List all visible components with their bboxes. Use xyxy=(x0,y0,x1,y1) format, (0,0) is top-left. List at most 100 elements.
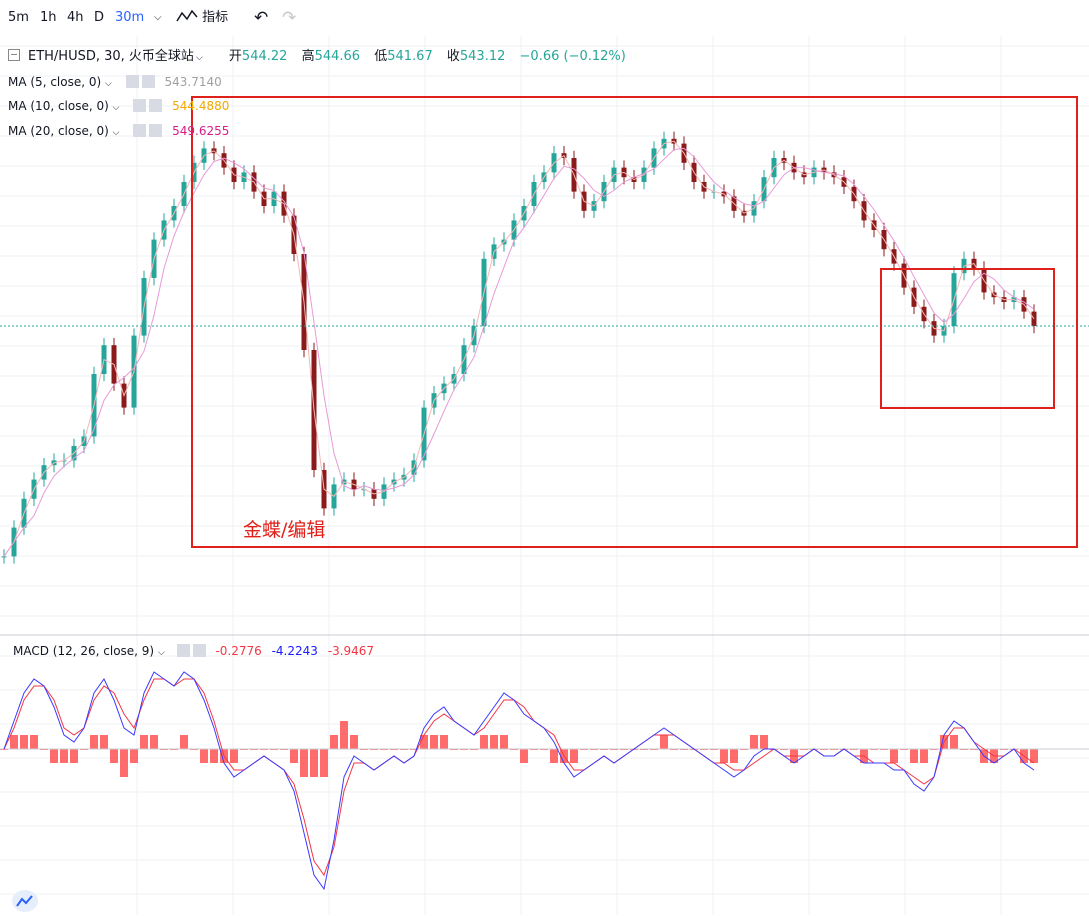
symbol-row: ETH/HUSD, 30, 火币全球站 ⌵ 开544.22 高544.66 低54… xyxy=(8,47,626,67)
macd-histogram-bar xyxy=(50,749,58,763)
macd-histogram-bar xyxy=(300,749,308,777)
macd-signal-line xyxy=(3,678,1035,877)
visibility-icon[interactable] xyxy=(125,75,139,88)
macd-histogram-bar xyxy=(500,735,508,749)
ma5-row[interactable]: MA (5, close, 0) ⌵ 543.7140 xyxy=(8,72,222,92)
macd-histogram-bar xyxy=(110,749,118,763)
macd-histogram-bar xyxy=(340,721,348,749)
macd-histogram-bar xyxy=(660,735,668,749)
macd-histogram-bar xyxy=(10,735,18,749)
close-icon[interactable] xyxy=(192,644,206,657)
macd-histogram-bar xyxy=(70,749,78,763)
macd-histogram-bar xyxy=(730,749,738,763)
low-value: 541.67 xyxy=(387,49,433,64)
macd-histogram-bar xyxy=(750,735,758,749)
macd-histogram-bar xyxy=(1030,749,1038,763)
ma5-line xyxy=(3,140,1035,557)
macd-histogram-bar xyxy=(480,735,488,749)
high-value: 544.66 xyxy=(314,49,361,64)
visibility-icon[interactable] xyxy=(133,99,147,112)
macd-histogram-bar xyxy=(20,735,28,749)
undo-icon[interactable]: ↶ xyxy=(254,8,269,28)
toolbar: 5m 1h 4h D 30m ⌵ 指标 ↶ ↷ xyxy=(0,0,1089,36)
indicators-label: 指标 xyxy=(202,10,229,25)
macd-histogram-bar xyxy=(310,749,318,777)
macd-histogram-bar xyxy=(200,749,208,763)
close-icon[interactable] xyxy=(149,124,163,137)
macd-histogram-bar xyxy=(120,749,128,777)
symbol-label: ETH/HUSD, 30, 火币全球站 xyxy=(28,49,194,64)
macd-label: MACD (12, 26, close, 9) xyxy=(13,644,155,658)
ma10-row[interactable]: MA (10, close, 0) ⌵ 544.4880 xyxy=(8,96,229,116)
macd-histogram-bar xyxy=(430,735,438,749)
open-value: 544.22 xyxy=(241,49,288,64)
macd-histogram-bar xyxy=(290,749,298,763)
macd-histogram-bar xyxy=(180,735,188,749)
interval-1h-button[interactable]: 1h xyxy=(40,10,57,25)
macd-histogram-bar xyxy=(130,749,138,763)
macd-line-value: -4.2243 xyxy=(271,644,318,658)
chart-canvas[interactable] xyxy=(0,36,1089,915)
macd-histogram-bar xyxy=(760,735,768,749)
macd-histogram-bar xyxy=(210,749,218,763)
macd-hist-value: -0.2776 xyxy=(215,644,262,658)
macd-histogram-bar xyxy=(950,735,958,749)
macd-histogram-bar xyxy=(720,749,728,763)
macd-histogram-bar xyxy=(490,735,498,749)
change-value: −0.66 (−0.12%) xyxy=(519,49,626,64)
collapse-icon[interactable] xyxy=(8,49,20,61)
chevron-down-icon[interactable]: ⌵ xyxy=(157,648,165,658)
macd-histogram-bar xyxy=(100,735,108,749)
macd-legend: MACD (12, 26, close, 9) ⌵ -0.2776 -4.224… xyxy=(13,644,374,658)
visibility-icon[interactable] xyxy=(133,124,147,137)
chevron-down-icon[interactable]: ⌵ xyxy=(195,53,203,63)
macd-histogram-bar xyxy=(30,735,38,749)
macd-histogram-bar xyxy=(230,749,238,763)
macd-histogram-bar xyxy=(320,749,328,777)
candle-body xyxy=(1,556,7,558)
open-label: 开 xyxy=(228,49,242,64)
macd-histogram-bar xyxy=(520,749,528,763)
redo-icon[interactable]: ↷ xyxy=(282,8,297,28)
indicators-button[interactable]: 指标 xyxy=(176,8,228,28)
logo-icon xyxy=(12,890,38,912)
interval-4h-button[interactable]: 4h xyxy=(67,10,84,25)
macd-histogram-bar xyxy=(60,749,68,763)
ma10-label: MA (10, close, 0) xyxy=(8,99,109,113)
macd-histogram-bar xyxy=(90,735,98,749)
close-icon[interactable] xyxy=(141,75,155,88)
chevron-down-icon[interactable]: ⌵ xyxy=(154,12,162,23)
annotation-box xyxy=(880,268,1055,409)
macd-line xyxy=(3,671,1035,891)
indicator-icon xyxy=(176,9,198,21)
macd-histogram-bar xyxy=(140,735,148,749)
chevron-down-icon[interactable]: ⌵ xyxy=(112,103,120,113)
macd-histogram-bar xyxy=(920,749,928,763)
close-icon[interactable] xyxy=(149,99,163,112)
chevron-down-icon[interactable]: ⌵ xyxy=(105,79,112,89)
ma20-row[interactable]: MA (20, close, 0) ⌵ 549.6255 xyxy=(8,121,229,141)
macd-histogram-bar xyxy=(350,735,358,749)
macd-histogram-bar xyxy=(570,749,578,763)
macd-histogram-bar xyxy=(330,735,338,749)
ma10-value: 544.4880 xyxy=(172,99,230,113)
macd-signal-value: -3.9467 xyxy=(327,644,375,658)
visibility-icon[interactable] xyxy=(176,644,190,657)
macd-histogram-bar xyxy=(890,749,898,763)
interval-d-button[interactable]: D xyxy=(94,10,105,25)
close-value: 543.12 xyxy=(459,49,506,64)
macd-histogram-bar xyxy=(440,735,448,749)
macd-histogram-bar xyxy=(550,749,558,763)
interval-5m-button[interactable]: 5m xyxy=(8,10,29,25)
close-label: 收 xyxy=(446,49,460,64)
low-label: 低 xyxy=(374,49,388,64)
chevron-down-icon[interactable]: ⌵ xyxy=(112,128,120,138)
ma5-label: MA (5, close, 0) xyxy=(8,75,102,89)
macd-histogram-bar xyxy=(910,749,918,763)
ma20-line xyxy=(3,147,1035,557)
ma20-value: 549.6255 xyxy=(172,124,230,138)
macd-histogram-bar xyxy=(150,735,158,749)
annotation-text: 金蝶/编辑 xyxy=(243,519,326,541)
ma5-value: 543.7140 xyxy=(164,75,222,89)
interval-30m-button[interactable]: 30m xyxy=(115,10,145,25)
